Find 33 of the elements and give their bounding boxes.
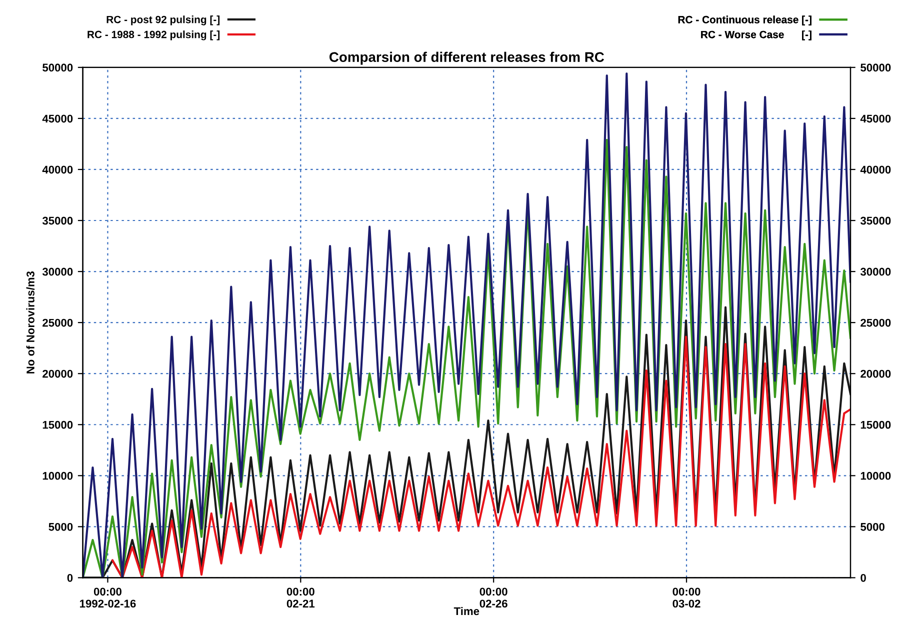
y2-tick-label: 20000 xyxy=(860,370,891,378)
y2-tick-label: 25000 xyxy=(860,318,891,327)
y-tick-label: 20000 xyxy=(42,370,73,378)
y2-tick-label: 30000 xyxy=(860,268,891,276)
y-tick-label: 15000 xyxy=(42,420,73,429)
y-axis-title: No of Norovirus/m3 xyxy=(26,271,35,374)
x-tick-label: 00:00 02-21 xyxy=(286,588,315,608)
x-axis-title: Time xyxy=(454,606,480,616)
y2-tick-label: 45000 xyxy=(860,114,891,123)
x-tick-label: 00:00 03-02 xyxy=(672,588,700,608)
x-tick-label: 00:00 1992-02-16 xyxy=(80,588,136,608)
legend-label: RC - Continuous release [-] xyxy=(678,16,812,26)
y-tick-label: 50000 xyxy=(42,64,73,72)
y2-tick-label: 35000 xyxy=(860,216,891,225)
y2-tick-label: 50000 xyxy=(860,64,891,72)
legend-label: RC - Worse Case [-] xyxy=(701,30,812,40)
chart-title: Comparsion of different releases from RC xyxy=(329,52,604,65)
y-tick-label: 5000 xyxy=(48,522,73,531)
y2-tick-label: 5000 xyxy=(860,522,884,531)
y-tick-label: 10000 xyxy=(42,472,73,480)
y-tick-label: 40000 xyxy=(42,166,73,174)
legend-label: RC - post 92 pulsing [-] xyxy=(106,16,220,26)
y2-tick-label: 0 xyxy=(860,574,866,582)
y-tick-label: 35000 xyxy=(42,216,73,225)
y-tick-label: 25000 xyxy=(42,318,73,327)
legend-label: RC - 1988 - 1992 pulsing [-] xyxy=(88,30,220,40)
y-tick-label: 0 xyxy=(67,574,73,582)
y-tick-label: 30000 xyxy=(42,268,73,276)
y2-tick-label: 15000 xyxy=(860,420,891,429)
y2-tick-label: 10000 xyxy=(860,472,891,480)
x-tick-label: 00:00 02-26 xyxy=(480,588,508,608)
y-tick-label: 45000 xyxy=(42,114,73,123)
y2-tick-label: 40000 xyxy=(860,166,891,174)
